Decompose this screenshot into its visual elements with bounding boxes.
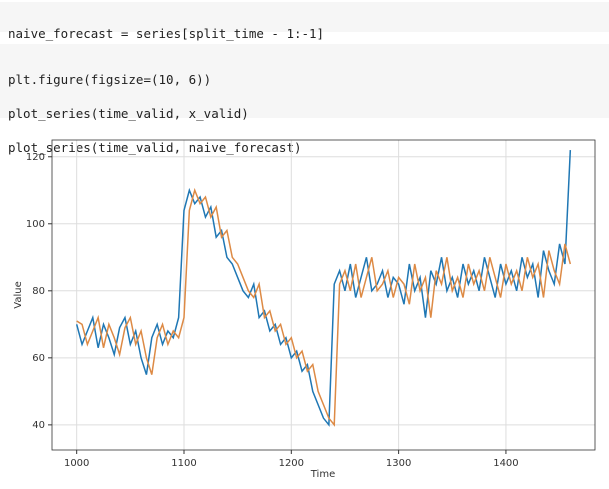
x-tick-label: 1100: [171, 458, 196, 469]
x-tick-label: 1000: [64, 458, 89, 469]
x-axis-label: Time: [310, 469, 335, 480]
series-line: [75, 150, 572, 427]
code-line: plot_series(time_valid, naive_forecast): [8, 140, 302, 155]
y-tick-label: 60: [32, 353, 45, 364]
x-tick-label: 1300: [386, 458, 411, 469]
y-axis-label: Value: [13, 281, 24, 308]
code-line: plt.figure(figsize=(10, 6)): [8, 72, 212, 87]
code-cell[interactable]: naive_forecast = series[split_time - 1:-…: [0, 2, 609, 41]
y-tick-label: 80: [32, 286, 45, 297]
series-line: [76, 187, 572, 427]
code-line: plot_series(time_valid, x_valid): [8, 106, 249, 121]
code-cell[interactable]: plt.figure(figsize=(10, 6)) plot_series(…: [0, 44, 609, 155]
x-tick-label: 1400: [493, 458, 518, 469]
code-line: naive_forecast = series[split_time - 1:-…: [8, 26, 325, 41]
y-tick-label: 40: [32, 420, 45, 431]
x-tick-label: 1200: [279, 458, 304, 469]
y-tick-label: 120: [26, 152, 45, 163]
plot-frame: [51, 139, 596, 451]
y-tick-label: 100: [26, 219, 45, 230]
